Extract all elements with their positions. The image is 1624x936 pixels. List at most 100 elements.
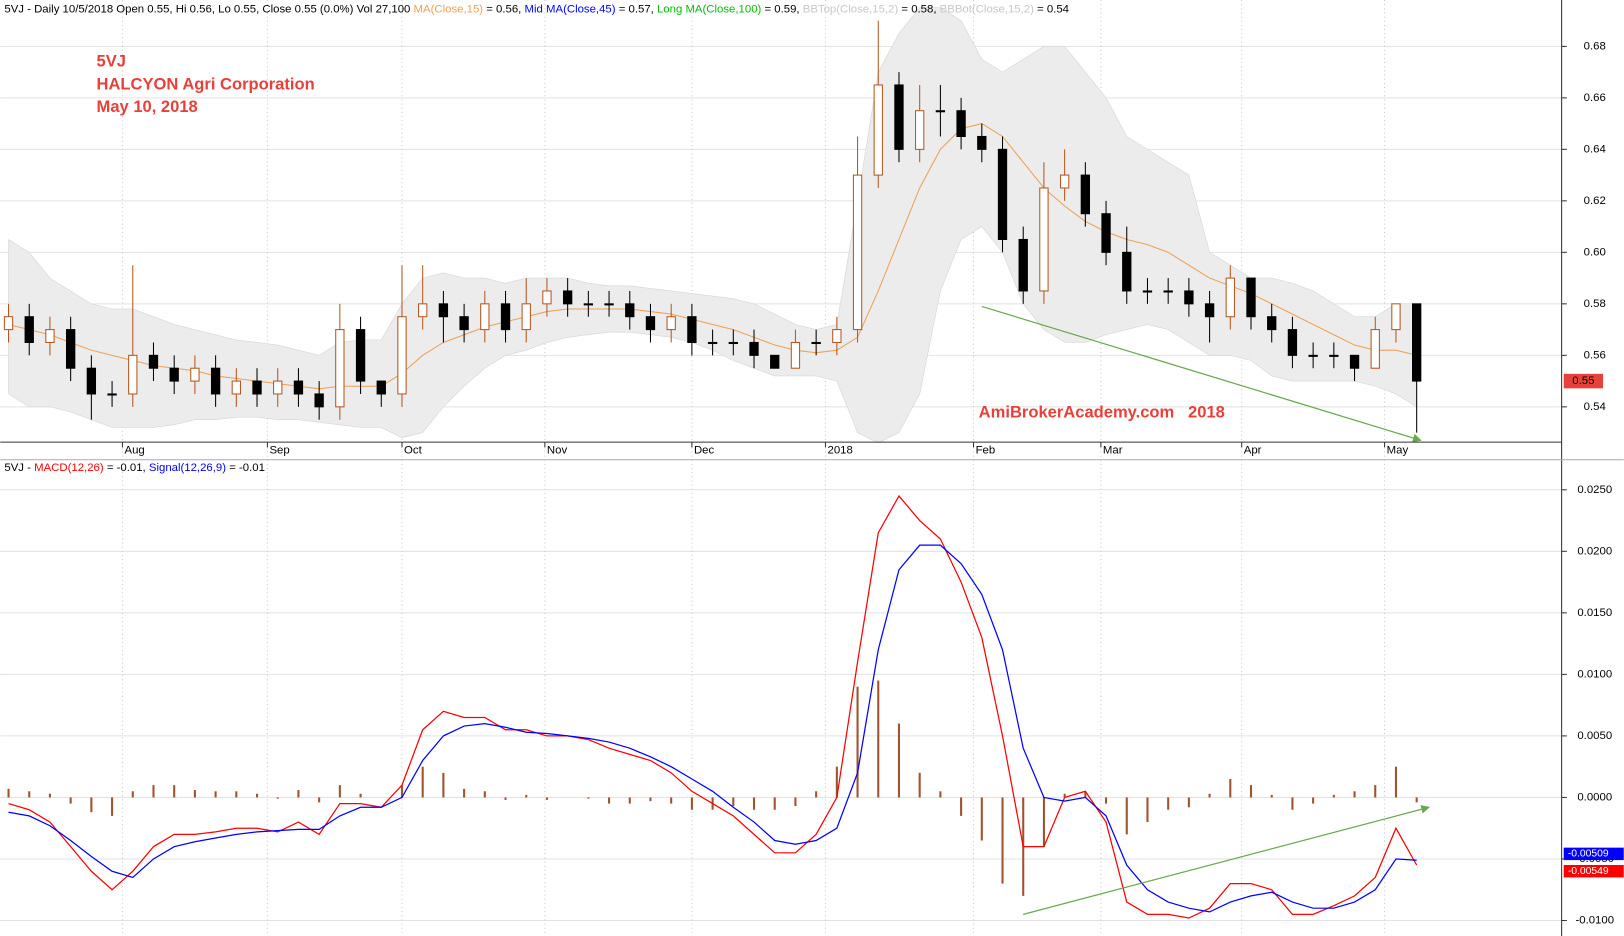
candle-body	[65, 329, 76, 369]
histogram-bar	[463, 788, 466, 798]
candle-body	[1163, 290, 1173, 293]
indicator-line	[8, 494, 1418, 919]
last-value-label: -0.00549	[1568, 866, 1609, 877]
y-tick-label: 0.62	[1584, 195, 1606, 207]
trend-line	[981, 305, 1422, 443]
x-tick-label: Oct	[404, 444, 423, 456]
candle-body	[1059, 174, 1070, 189]
histogram-bar	[235, 791, 238, 798]
candle-body	[873, 84, 883, 176]
histogram-bar	[980, 797, 983, 841]
histogram-bar	[193, 790, 196, 798]
candle-body	[1039, 187, 1049, 292]
candle-body	[770, 354, 780, 369]
candle-body	[956, 110, 966, 137]
candle-body	[1204, 303, 1215, 318]
candle-body	[418, 303, 428, 318]
histogram-bar	[152, 785, 155, 798]
candle-body	[231, 380, 241, 395]
annotation: 5VJ	[97, 51, 126, 70]
candle-body	[1018, 238, 1028, 292]
x-tick-label: Mar	[1103, 444, 1123, 456]
histogram-bar	[276, 797, 279, 799]
candle-body	[521, 303, 531, 331]
histogram-bar	[255, 793, 259, 798]
histogram-bar	[897, 723, 901, 798]
header-segment: 5VJ - Daily 10/5/2018 Open 0.55, Hi 0.56…	[4, 3, 413, 15]
annotation: May 10, 2018	[97, 97, 198, 116]
histogram-bar	[628, 797, 631, 804]
y-tick-label: 0.0100	[1577, 668, 1612, 680]
candle-body	[376, 380, 386, 395]
candle-body	[625, 303, 635, 318]
histogram-bar	[1208, 793, 1211, 798]
candle-body	[997, 148, 1008, 240]
y-tick-label: -0.0100	[1575, 914, 1614, 926]
header-segment: MACD(12,26)	[34, 462, 104, 474]
histogram-bar	[1415, 797, 1418, 803]
candle-body	[480, 303, 490, 331]
candle-body	[1267, 316, 1277, 331]
candle-body	[1412, 303, 1422, 382]
indicator-header: 5VJ - Daily 10/5/2018 Open 0.55, Hi 0.56…	[4, 3, 1069, 15]
candle-body	[790, 341, 801, 369]
y-tick-label: 0.68	[1584, 40, 1606, 52]
candle-body	[107, 393, 117, 396]
candle-body	[1246, 277, 1256, 318]
histogram-bar	[794, 797, 797, 807]
histogram-bar	[297, 790, 300, 798]
histogram-bar	[1332, 794, 1335, 798]
candle-body	[1287, 329, 1298, 356]
candle-body	[728, 341, 738, 345]
histogram-bar	[400, 785, 404, 798]
x-tick-label: Sep	[269, 444, 289, 456]
histogram-bar	[773, 797, 776, 810]
candle-body	[128, 354, 138, 395]
histogram-bar	[173, 785, 176, 798]
histogram-bar	[131, 791, 134, 798]
histogram-bar	[48, 793, 51, 798]
histogram-bar	[732, 797, 735, 807]
histogram-bar	[1270, 794, 1273, 798]
candle-body	[1370, 329, 1380, 369]
histogram-bar	[1374, 785, 1377, 798]
histogram-bar	[608, 797, 611, 804]
histogram-bar	[1105, 797, 1108, 804]
candle-body	[459, 316, 469, 331]
candle-body	[397, 316, 407, 395]
histogram-bar	[752, 797, 756, 810]
candle-body	[293, 380, 304, 395]
x-tick-label: 2018	[828, 444, 853, 456]
candle-body	[148, 354, 159, 369]
watermark: AmiBrokerAcademy.com 2018	[979, 402, 1225, 421]
histogram-bar	[1187, 797, 1190, 808]
histogram-bar	[587, 797, 590, 799]
candle-body	[894, 84, 904, 150]
histogram-bar	[525, 794, 528, 798]
histogram-bar	[90, 797, 93, 813]
histogram-bar	[1312, 797, 1315, 804]
y-tick-label: 0.58	[1584, 298, 1606, 310]
candle-body	[811, 341, 821, 345]
candle-body	[645, 316, 656, 331]
candle-body	[1122, 251, 1132, 292]
histogram-bar	[1146, 797, 1149, 823]
candle-body	[314, 393, 324, 408]
candle-body	[1142, 290, 1153, 293]
last-value-tag	[1563, 864, 1624, 878]
candle-body	[335, 329, 345, 408]
histogram-bar	[483, 791, 486, 798]
candle-body	[935, 110, 946, 113]
header-segment: = 0.56,	[483, 3, 524, 15]
header-segment: Signal(12,26,9)	[149, 462, 226, 474]
indicator-line	[8, 544, 1417, 913]
histogram-bar	[111, 797, 114, 816]
candle-body	[273, 380, 283, 395]
candle-body	[252, 380, 262, 395]
candle-body	[1080, 174, 1091, 215]
header-segment: BBTop(Close,15,2)	[803, 3, 899, 15]
trend-line	[1023, 805, 1430, 915]
candle-body	[438, 303, 449, 318]
histogram-bar	[939, 791, 942, 798]
